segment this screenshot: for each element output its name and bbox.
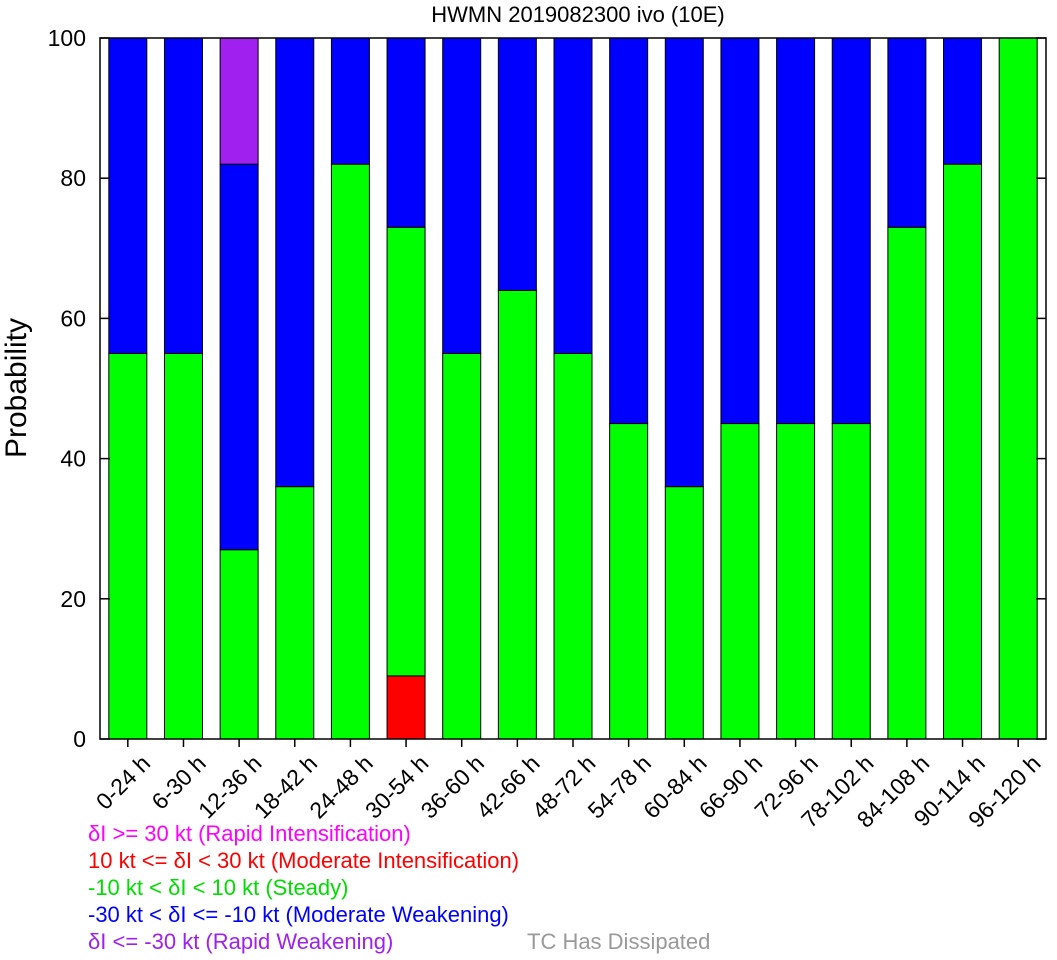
bar-segment-steady bbox=[275, 486, 315, 740]
bar-segment-moderate-weakening bbox=[776, 37, 816, 425]
bar-segment-steady bbox=[943, 163, 983, 740]
bar-segment-steady bbox=[776, 423, 816, 740]
bar-segment-steady bbox=[720, 423, 760, 740]
legend-moderate-intensification: 10 kt <= δI < 30 kt (Moderate Intensific… bbox=[88, 848, 520, 873]
x-tick-label: 0-24 h bbox=[91, 750, 156, 815]
bar-segment-moderate-weakening bbox=[219, 163, 259, 551]
legend-moderate-weakening: -30 kt < δI <= -10 kt (Moderate Weakenin… bbox=[88, 902, 509, 927]
y-tick-label: 0 bbox=[73, 726, 86, 752]
bar-segment-moderate-weakening bbox=[664, 37, 704, 488]
chart-title: HWMN 2019082300 ivo (10E) bbox=[431, 2, 724, 27]
bar-segment-moderate-weakening bbox=[497, 37, 537, 291]
bar-segment-moderate-weakening bbox=[720, 37, 760, 425]
bar-segment-moderate-weakening bbox=[887, 37, 927, 228]
bar-segment-steady bbox=[108, 352, 148, 740]
legend-rapid-weakening: δI <= -30 kt (Rapid Weakening) bbox=[88, 929, 394, 954]
legend-steady: -10 kt < δI < 10 kt (Steady) bbox=[88, 875, 349, 900]
bar-segment-moderate-weakening bbox=[609, 37, 649, 425]
bar-segment-moderate-intensification bbox=[386, 675, 426, 740]
bar-segment-steady bbox=[664, 486, 704, 740]
bar-segment-steady bbox=[163, 352, 203, 740]
bar-segment-steady bbox=[442, 352, 482, 740]
bar-segment-moderate-weakening bbox=[163, 37, 203, 354]
bar-segment-steady bbox=[497, 289, 537, 740]
bar-segment-moderate-weakening bbox=[330, 37, 370, 165]
plot-frame bbox=[99, 37, 1047, 740]
y-tick-label: 60 bbox=[60, 305, 86, 331]
bar-segment-moderate-weakening bbox=[275, 37, 315, 488]
x-axis: 0-24 h6-30 h12-36 h18-42 h24-48 h30-54 h… bbox=[91, 739, 1046, 833]
bar-segment-moderate-weakening bbox=[108, 37, 148, 354]
bar-segment-steady bbox=[386, 226, 426, 677]
bar-segment-moderate-weakening bbox=[386, 37, 426, 228]
bar-segment-moderate-weakening bbox=[943, 37, 983, 165]
y-axis-label: Probability bbox=[0, 318, 33, 458]
bar-segment-steady bbox=[219, 549, 259, 740]
bar-segment-steady bbox=[330, 163, 370, 740]
bar-segment-rapid-weakening bbox=[219, 37, 259, 165]
bar-segment-moderate-weakening bbox=[442, 37, 482, 354]
legend-rapid-intensification: δI >= 30 kt (Rapid Intensification) bbox=[88, 821, 411, 846]
bar-segment-steady bbox=[998, 37, 1038, 740]
y-tick-label: 80 bbox=[60, 165, 86, 191]
y-tick-label: 40 bbox=[60, 446, 86, 472]
y-axis: 0 20 40 60 80 100 bbox=[48, 25, 1046, 752]
bar-segment-moderate-weakening bbox=[831, 37, 871, 425]
bars-group bbox=[108, 37, 1038, 740]
bar-segment-moderate-weakening bbox=[553, 37, 593, 354]
legend-tc-dissipated: TC Has Dissipated bbox=[527, 929, 711, 954]
bar-segment-steady bbox=[609, 423, 649, 740]
bar-segment-steady bbox=[831, 423, 871, 740]
y-tick-label: 20 bbox=[60, 586, 86, 612]
bar-segment-steady bbox=[887, 226, 927, 740]
y-tick-label: 100 bbox=[48, 25, 86, 51]
bar-segment-steady bbox=[553, 352, 593, 740]
